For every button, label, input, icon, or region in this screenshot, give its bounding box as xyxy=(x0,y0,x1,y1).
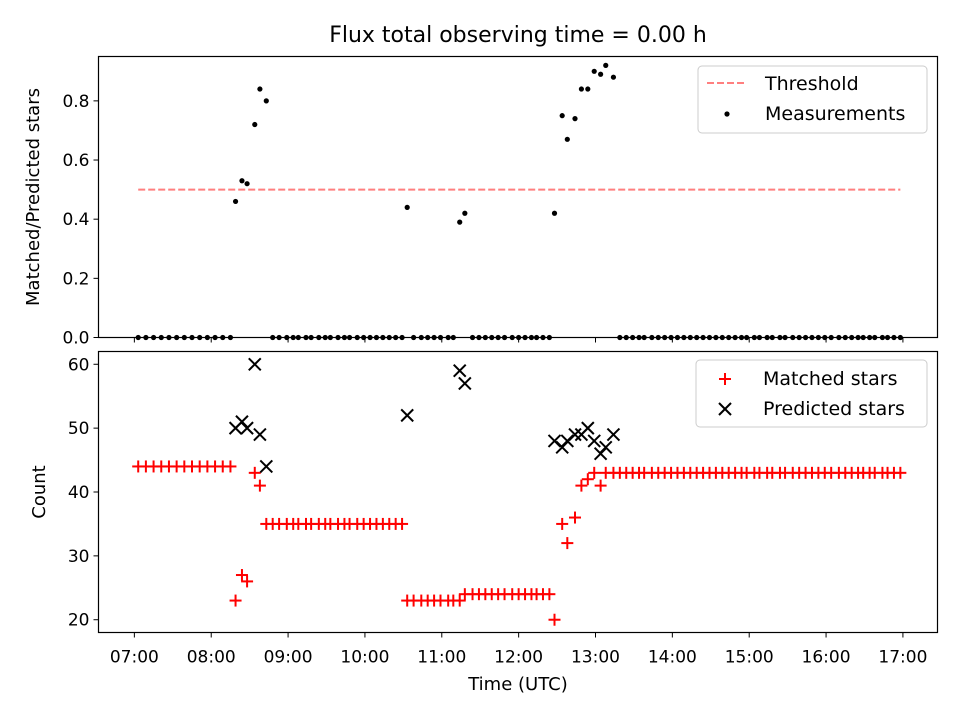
measurement-point xyxy=(239,178,245,184)
matched-star-marker xyxy=(594,479,607,492)
bottom-x-tick-label: 17:00 xyxy=(878,648,927,668)
bottom-x-axis: 07:00 08:00 09:00 10:00 11:00 12:00 13:00 14:00… xyxy=(110,632,927,668)
measurement-point xyxy=(559,113,565,119)
bottom-y-tick-label: 40 xyxy=(68,483,90,503)
top-y-axis-label: Matched/Predicted stars xyxy=(23,88,44,306)
top-y-tick-label: 0.2 xyxy=(62,269,89,289)
chart-title: Flux total observing time = 0.00 h xyxy=(329,23,707,48)
bottom-y-axis: 20 30 40 50 60 xyxy=(68,355,99,631)
matched-star-marker xyxy=(396,517,409,530)
measurement-point xyxy=(564,136,570,142)
top-y-tick-label: 0.6 xyxy=(62,151,89,171)
predicted-star-marker xyxy=(581,421,595,435)
top-y-tick-label: 0.4 xyxy=(62,210,89,230)
measurement-point xyxy=(603,62,609,68)
matched-star-marker xyxy=(556,517,569,530)
matched-star-marker xyxy=(548,613,561,626)
matched-star-marker xyxy=(241,575,254,588)
bottom-x-tick-label: 08:00 xyxy=(187,648,236,668)
predicted-star-marker xyxy=(587,434,601,448)
predicted-star-marker xyxy=(606,427,621,442)
measurement-point xyxy=(252,121,258,128)
matched-star-marker xyxy=(588,466,601,479)
predicted-star-marker xyxy=(599,440,613,455)
bottom-legend-frame xyxy=(695,359,928,428)
top-panel: Flux total observing time = 0.00 h 0.00.… xyxy=(23,23,939,349)
bottom-y-tick-label: 30 xyxy=(68,547,90,567)
matched-star-marker xyxy=(248,466,261,479)
predicted-star-marker xyxy=(240,421,254,435)
legend-predicted-swatch xyxy=(718,402,732,416)
predicted-star-marker xyxy=(458,376,472,391)
matched-star-marker xyxy=(253,479,266,492)
legend-measurements-label: Measurements xyxy=(765,103,905,125)
measurement-point xyxy=(257,86,263,92)
bottom-x-tick-label: 07:00 xyxy=(110,648,159,668)
measurement-point xyxy=(585,86,591,92)
predicted-star-marker xyxy=(400,408,414,423)
matched-star-marker xyxy=(581,473,594,486)
matched-star-marker xyxy=(575,479,588,492)
predicted-star-marker xyxy=(453,363,467,378)
bottom-x-tick-label: 09:00 xyxy=(264,648,313,668)
bottom-y-axis-label: Count xyxy=(29,465,50,518)
measurement-point xyxy=(263,98,269,104)
measurement-point xyxy=(404,204,410,210)
legend-predicted-label: Predicted stars xyxy=(763,398,905,420)
bottom-x-tick-label: 14:00 xyxy=(648,648,697,668)
matched-star-marker xyxy=(543,588,556,601)
matched-star-marker xyxy=(561,537,574,550)
bottom-x-tick-label: 11:00 xyxy=(417,648,466,668)
matched-star-marker xyxy=(229,594,242,607)
measurement-point xyxy=(591,68,597,74)
measurement-point xyxy=(232,198,239,205)
top-axes-frame xyxy=(97,55,939,339)
top-x-axis xyxy=(133,337,904,343)
predicted-star-marker xyxy=(568,427,582,442)
bottom-y-tick-label: 20 xyxy=(68,611,90,631)
bottom-plot-area xyxy=(132,357,907,626)
matched-star-marker xyxy=(569,511,582,524)
matched-star-marker xyxy=(894,466,907,479)
matched-star-marker xyxy=(453,594,466,607)
legend-matched-swatch xyxy=(719,373,731,385)
measurement-point xyxy=(457,219,463,225)
measurement-point xyxy=(598,71,604,77)
predicted-star-marker xyxy=(259,459,274,474)
top-legend: Threshold Measurements xyxy=(697,65,928,134)
measurement-point xyxy=(578,86,585,92)
measurement-point xyxy=(610,74,617,80)
measurement-point xyxy=(551,210,558,216)
top-legend-frame xyxy=(697,65,928,134)
measurement-point xyxy=(244,181,250,187)
bottom-x-tick-label: 16:00 xyxy=(802,648,851,668)
measurement-point xyxy=(572,116,578,122)
bottom-y-tick-label: 50 xyxy=(68,419,90,439)
matched-star-marker xyxy=(224,460,237,473)
bottom-x-tick-label: 10:00 xyxy=(340,648,389,668)
bottom-x-tick-label: 13:00 xyxy=(571,648,620,668)
predicted-star-marker xyxy=(248,357,262,371)
bottom-y-tick-label: 60 xyxy=(68,355,90,375)
bottom-panel: 20 30 40 50 60 07:00 08:00 09:00 10:00 11:00 12:0… xyxy=(29,350,939,695)
legend-measurements-swatch xyxy=(724,111,730,117)
predicted-star-marker xyxy=(253,427,267,442)
top-y-tick-label: 0.8 xyxy=(62,92,89,112)
top-y-axis: 0.0 0.2 0.4 0.6 0.8 xyxy=(62,92,99,349)
bottom-x-tick-label: 15:00 xyxy=(725,648,774,668)
matched-star-marker xyxy=(235,569,248,582)
bottom-legend: Matched stars Predicted stars xyxy=(695,359,928,428)
x-axis-label: Time (UTC) xyxy=(467,674,568,695)
legend-threshold-label: Threshold xyxy=(764,73,859,95)
legend-matched-label: Matched stars xyxy=(763,368,897,390)
measurement-point xyxy=(462,210,468,216)
top-y-tick-label: 0.0 xyxy=(62,329,89,349)
bottom-x-tick-label: 12:00 xyxy=(494,648,543,668)
